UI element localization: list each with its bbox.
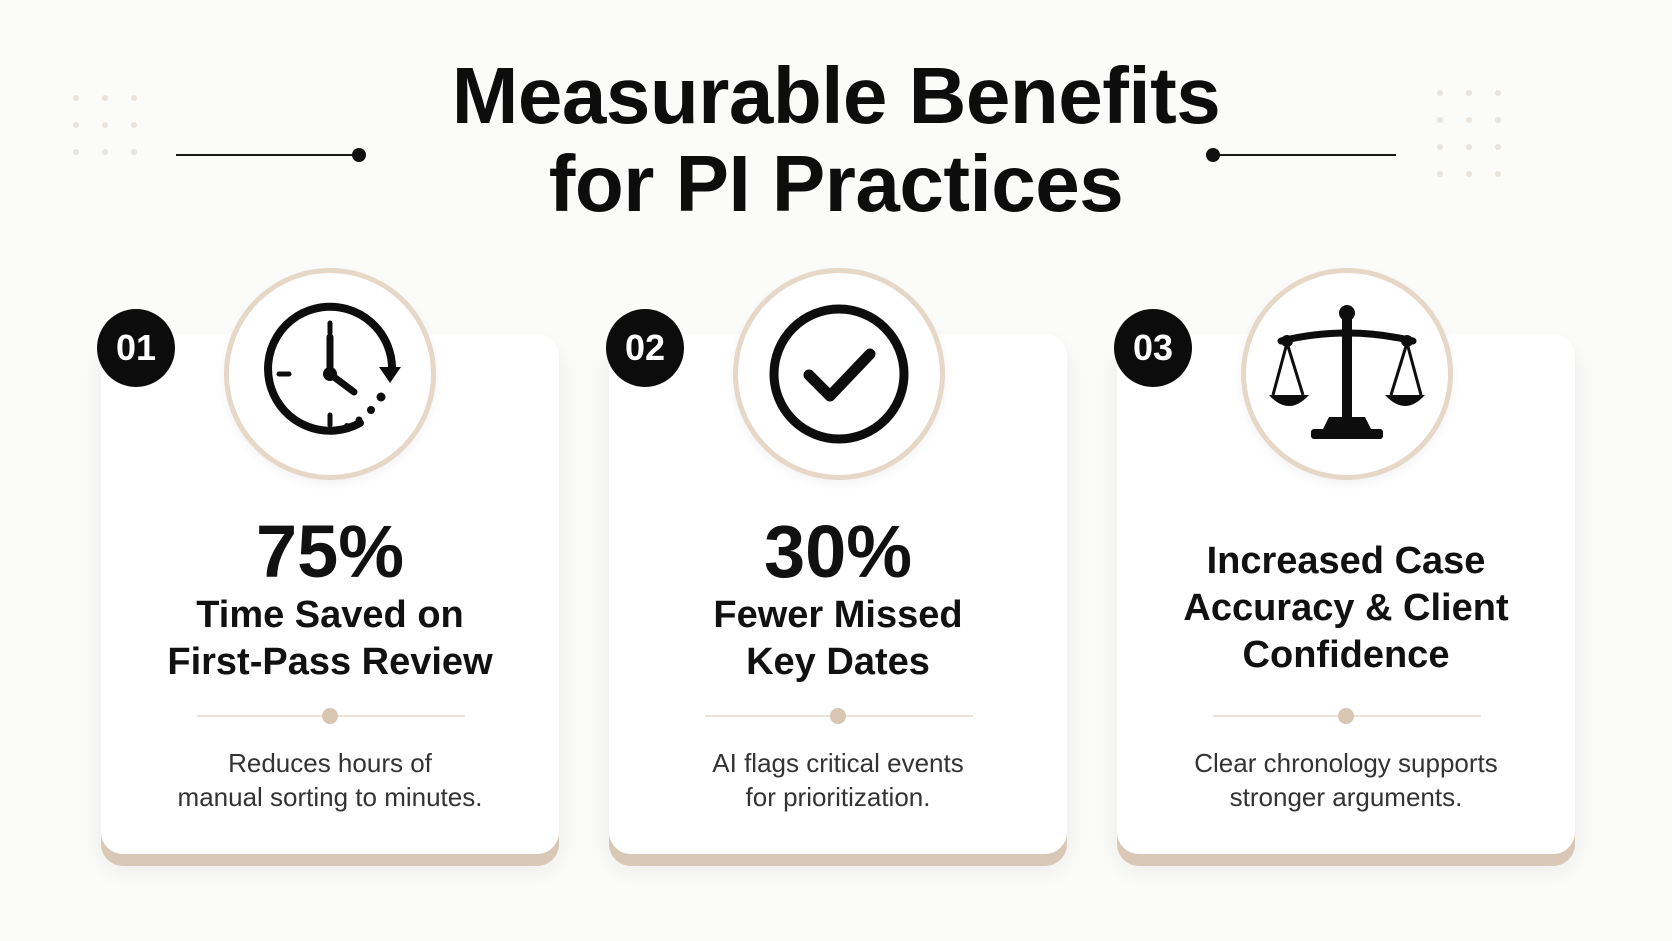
title-rule-left — [176, 154, 356, 156]
icon-ring — [1241, 268, 1453, 480]
checkmark-circle-icon — [769, 304, 909, 444]
title-rule-left-dot — [352, 148, 366, 162]
divider-dot — [830, 708, 846, 724]
step-badge-01: 01 — [97, 309, 175, 387]
clock-icon — [264, 302, 401, 435]
title-line-1: Measurable Benefits — [451, 51, 1221, 140]
icon-ring — [224, 268, 436, 480]
benefit-label-line-1: Fewer Missed — [713, 594, 963, 636]
title-rule-right — [1216, 154, 1396, 156]
step-badge-02: 02 — [606, 309, 684, 387]
benefit-label-line-1: Time Saved on — [196, 594, 464, 636]
icon-ring — [733, 268, 945, 480]
decorative-dots-right — [1437, 90, 1501, 177]
benefit-card-missed-dates: 30% Fewer Missed Key Dates AI flags crit… — [609, 334, 1067, 854]
divider-dot — [322, 708, 338, 724]
stat-value: 75% — [255, 510, 405, 593]
description-line-2: for prioritization. — [745, 782, 931, 812]
benefit-label-line-2: Accuracy & Client — [1183, 587, 1509, 629]
description-line-1: Reduces hours of — [228, 748, 432, 778]
decorative-dots-left — [73, 95, 137, 155]
scales-of-justice-icon — [1269, 305, 1425, 439]
step-badge-03: 03 — [1114, 309, 1192, 387]
benefit-label-line-3: Confidence — [1242, 634, 1450, 676]
benefit-description: Reduces hours of manual sorting to minut… — [101, 746, 559, 814]
benefit-description: Clear chronology supports stronger argum… — [1117, 746, 1575, 814]
benefit-description: AI flags critical events for prioritizat… — [609, 746, 1067, 814]
stat-value: 30% — [763, 510, 913, 593]
title-line-2: for PI Practices — [548, 139, 1124, 228]
description-line-2: stronger arguments. — [1229, 782, 1463, 812]
divider-dot — [1338, 708, 1354, 724]
description-line-1: Clear chronology supports — [1194, 748, 1498, 778]
benefit-label-line-2: First-Pass Review — [167, 641, 493, 683]
benefit-label-line-1: Increased Case — [1206, 540, 1486, 582]
description-line-1: AI flags critical events — [712, 748, 964, 778]
page-title: Measurable Benefits for PI Practices — [0, 52, 1672, 228]
title-rule-right-dot — [1206, 148, 1220, 162]
description-line-2: manual sorting to minutes. — [177, 782, 483, 812]
benefit-label-line-2: Key Dates — [746, 641, 930, 683]
